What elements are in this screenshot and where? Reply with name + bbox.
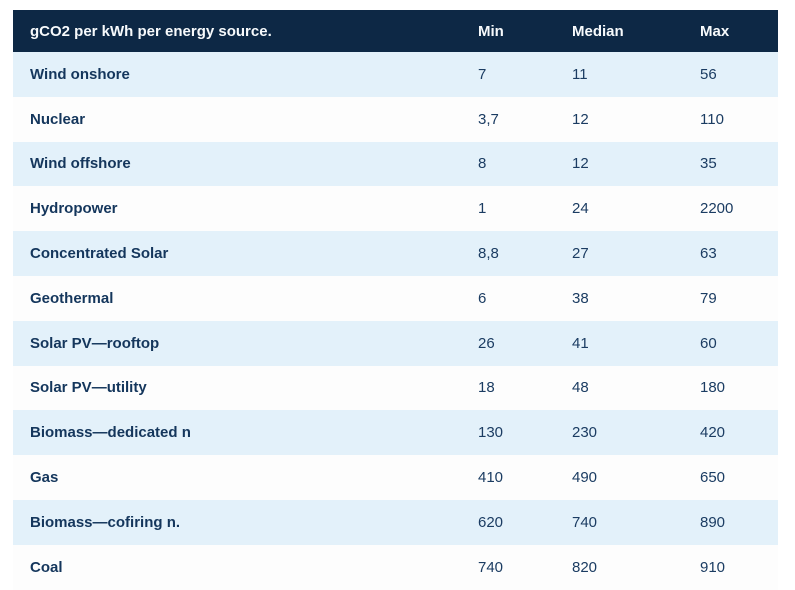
table-row: Concentrated Solar 8,8 27 63 — [13, 231, 778, 276]
median-value-cell: 24 — [572, 200, 589, 218]
energy-source-cell: Solar PV—rooftop — [30, 334, 160, 352]
median-value-cell: 27 — [572, 245, 589, 263]
max-value-cell: 650 — [700, 469, 726, 487]
median-value-cell: 41 — [572, 334, 589, 352]
max-value-cell: 79 — [700, 289, 717, 307]
min-value-cell: 18 — [478, 379, 495, 397]
table-row: Gas 410 490 650 — [13, 455, 778, 500]
min-value-cell: 8 — [478, 155, 487, 173]
min-value-cell: 1 — [478, 200, 487, 218]
median-value-cell: 740 — [572, 513, 598, 531]
max-value-cell: 110 — [700, 110, 724, 128]
energy-source-cell: Solar PV—utility — [30, 379, 147, 397]
energy-source-cell: Biomass—dedicated n — [30, 424, 191, 442]
table-row: Wind offshore 8 12 35 — [13, 141, 778, 187]
energy-source-cell: Concentrated Solar — [30, 245, 169, 263]
table-row: Nuclear 3,7 12 110 — [13, 96, 778, 142]
median-value-cell: 230 — [572, 424, 598, 442]
table-row: Geothermal 6 38 79 — [13, 275, 778, 321]
column-header-min: Min — [478, 22, 504, 40]
energy-source-cell: Wind onshore — [30, 65, 130, 83]
table-row: Biomass—cofiring n. 620 740 890 — [13, 499, 778, 545]
max-value-cell: 180 — [700, 379, 726, 397]
min-value-cell: 620 — [478, 513, 504, 531]
table-row: Wind onshore 7 11 56 — [13, 52, 778, 97]
max-value-cell: 35 — [700, 155, 717, 173]
energy-source-cell: Coal — [30, 558, 63, 576]
column-header-median: Median — [572, 22, 624, 40]
median-value-cell: 490 — [572, 469, 598, 487]
min-value-cell: 740 — [478, 558, 504, 576]
energy-source-cell: Hydropower — [30, 200, 118, 218]
energy-source-cell: Biomass—cofiring n. — [30, 513, 181, 531]
median-value-cell: 12 — [572, 155, 589, 173]
median-value-cell: 11 — [572, 65, 588, 83]
table-body: Wind onshore 7 11 56 Nuclear 3,7 12 110 Wind off… — [13, 52, 778, 590]
min-value-cell: 6 — [478, 289, 487, 307]
median-value-cell: 48 — [572, 379, 589, 397]
table-row: Biomass—dedicated n 130 230 420 — [13, 410, 778, 456]
table-row: Solar PV—utility 18 48 180 — [13, 365, 778, 411]
energy-emissions-table: gCO2 per kWh per energy source. Min Medi… — [13, 10, 778, 590]
min-value-cell: 410 — [478, 469, 504, 487]
table-row: Solar PV—rooftop 26 41 60 — [13, 320, 778, 366]
max-value-cell: 910 — [700, 558, 726, 576]
median-value-cell: 38 — [572, 289, 589, 307]
energy-source-cell: Geothermal — [30, 289, 114, 307]
table-row: Hydropower 1 24 2200 — [13, 186, 778, 232]
energy-source-cell: Gas — [30, 469, 59, 487]
max-value-cell: 63 — [700, 245, 717, 263]
min-value-cell: 3,7 — [478, 110, 499, 128]
min-value-cell: 130 — [478, 424, 504, 442]
table-row: Coal 740 820 910 — [13, 544, 778, 590]
energy-source-cell: Wind offshore — [30, 155, 131, 173]
median-value-cell: 820 — [572, 558, 598, 576]
median-value-cell: 12 — [572, 110, 589, 128]
min-value-cell: 8,8 — [478, 245, 499, 263]
table-title: gCO2 per kWh per energy source. — [30, 22, 272, 40]
max-value-cell: 890 — [700, 513, 726, 531]
energy-source-cell: Nuclear — [30, 110, 86, 128]
min-value-cell: 7 — [478, 65, 487, 83]
max-value-cell: 60 — [700, 334, 717, 352]
max-value-cell: 2200 — [700, 200, 734, 218]
max-value-cell: 420 — [700, 424, 726, 442]
table-header-row: gCO2 per kWh per energy source. Min Medi… — [13, 10, 778, 52]
min-value-cell: 26 — [478, 334, 495, 352]
column-header-max: Max — [700, 22, 730, 40]
max-value-cell: 56 — [700, 65, 717, 83]
